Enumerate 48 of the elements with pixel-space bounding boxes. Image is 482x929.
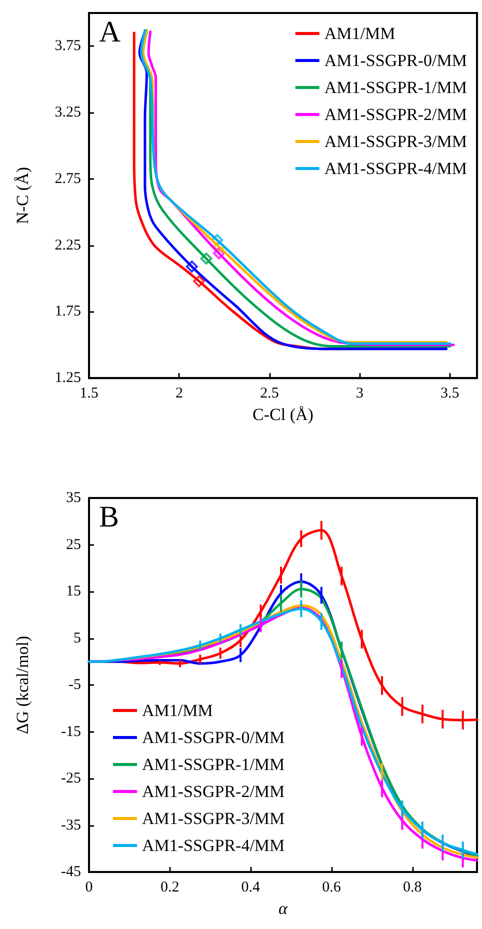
y-axis-title: ΔG (kcal/mol)	[13, 636, 32, 734]
legend-label: AM1-SSGPR-0/MM	[142, 728, 285, 747]
x-axis-title: α	[278, 898, 289, 918]
x-tick-label: 3.5	[440, 386, 460, 402]
y-tick-label: -45	[61, 864, 81, 880]
legend-label: AM1-SSGPR-4/MM	[324, 159, 468, 178]
y-tick-label: -35	[61, 817, 81, 834]
annotation: B	[99, 500, 120, 534]
x-tick-label: 0	[85, 880, 93, 896]
y-tick-label: 15	[66, 584, 81, 600]
y-tick-label: -5	[68, 677, 81, 693]
legend-label: AM1-SSGPR-2/MM	[324, 105, 468, 124]
legend-label: AM1-SSGPR-1/MM	[324, 78, 468, 97]
legend-label: AM1-SSGPR-2/MM	[142, 782, 285, 801]
y-tick-label: 1.25	[54, 370, 81, 386]
y-tick-label: 25	[66, 536, 81, 553]
point	[193, 275, 206, 288]
y-tick-label: 5	[74, 630, 81, 646]
legend-label: AM1-SSGPR-4/MM	[142, 836, 285, 855]
y-tick-label: 1.75	[54, 304, 81, 320]
y-tick-label: -25	[61, 770, 81, 786]
point	[186, 260, 198, 273]
legend-label: AM1/MM	[142, 701, 213, 720]
x-tick-label: 3	[356, 386, 364, 402]
annotation: A	[99, 16, 121, 48]
y-tick-label: -15	[61, 724, 81, 740]
y-tick-label: 2.25	[54, 237, 81, 254]
point	[200, 252, 212, 265]
legend-label: AM1-SSGPR-1/MM	[142, 755, 285, 774]
point	[212, 247, 225, 260]
y-tick-label: 3.75	[54, 38, 81, 54]
x-tick-label: 2	[175, 386, 183, 402]
y-tick-label: 3.25	[54, 104, 81, 121]
x-tick-label: 1.5	[80, 386, 98, 402]
point	[211, 234, 224, 246]
legend-label: AM1-SSGPR-3/MM	[324, 132, 468, 151]
y-tick-label: 35	[66, 490, 81, 506]
legend-label: AM1-SSGPR-0/MM	[324, 51, 468, 70]
x-tick-label: 0.4	[241, 880, 261, 896]
x-tick-label: 0.8	[402, 880, 422, 896]
legend-label: AM1/MM	[324, 24, 396, 43]
y-axis-title: N-C (Å)	[13, 166, 32, 224]
x-tick-label: 0.6	[322, 880, 342, 896]
x-axis-title: C-Cl (Å)	[252, 405, 314, 424]
y-tick-label: 2.75	[54, 170, 81, 187]
x-tick-label: 2.5	[260, 386, 279, 402]
x-tick-label: 0.2	[160, 880, 180, 896]
legend-label: AM1-SSGPR-3/MM	[142, 809, 285, 828]
